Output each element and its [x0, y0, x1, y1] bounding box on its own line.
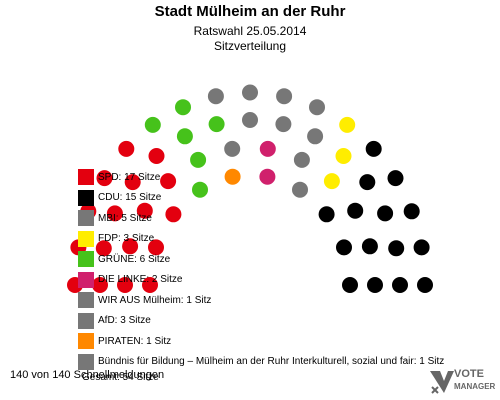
legend-swatch [78, 353, 94, 370]
seat-marker [242, 84, 258, 101]
legend-item: Bündnis für Bildung – Mülheim an der Ruh… [78, 353, 444, 371]
legend-label: MBI: 5 Sitze [98, 212, 152, 224]
seat-marker [359, 174, 376, 191]
seat-marker [339, 116, 356, 133]
legend-label: FDP: 3 Sitze [98, 233, 155, 244]
legend-item: MBI: 5 Sitze [78, 209, 152, 227]
legend-label: Bündnis für Bildung – Mülheim an der Ruh… [98, 356, 445, 367]
seat-marker [96, 170, 113, 187]
legend-item: CDU: 15 Sitze [78, 189, 161, 207]
legend-item: GRÜNE: 6 Sitze [78, 250, 170, 268]
seat-marker [242, 112, 258, 128]
seat-marker [392, 277, 408, 293]
seat-marker [347, 202, 364, 219]
seat-marker [309, 99, 325, 116]
seat-marker [365, 140, 382, 157]
seat-marker [136, 202, 153, 219]
legend-swatch [78, 333, 94, 349]
seat-marker [207, 88, 224, 105]
total-seats-label: Gesamt: 54 Sitze [82, 372, 159, 383]
legend-item: WIR AUS Mülheim: 1 Sitz [78, 291, 211, 309]
legend-swatch [78, 251, 94, 267]
seat-marker [95, 240, 112, 257]
seat-marker [190, 151, 207, 168]
seat-marker [106, 205, 123, 222]
legend-swatch [78, 292, 94, 308]
legend-item: FDP: 3 Sitze [78, 230, 154, 248]
seat-marker [292, 181, 308, 198]
seat-marker [276, 88, 293, 105]
chart-title: Stadt Mülheim an der Ruhr [154, 3, 346, 20]
seat-marker [122, 238, 139, 255]
seat-marker [224, 168, 241, 185]
seat-marker [403, 203, 420, 220]
seat-marker [275, 116, 292, 133]
seat-marker [323, 173, 340, 190]
legend-item: SPD: 17 Sitze [78, 168, 160, 186]
seat-marker [175, 99, 191, 116]
legend-swatch [78, 271, 94, 288]
logo-text-vote: VOTE [454, 368, 484, 380]
seat-marker [117, 277, 133, 293]
seat-marker [176, 128, 193, 145]
legend-item: PIRATEN: 1 Sitz [78, 332, 171, 350]
seat-marker [160, 173, 177, 190]
seat-marker [417, 277, 433, 293]
seat-marker [165, 206, 182, 223]
seat-marker [361, 238, 378, 255]
vote-manager-logo-icon [430, 371, 454, 394]
chart-caption: Sitzverteilung [213, 39, 287, 53]
seat-marker [144, 116, 161, 133]
legend-item: AfD: 3 Sitze [78, 312, 151, 330]
legend-item: DIE LINKE: 2 Sitze [78, 271, 182, 289]
seat-marker [336, 239, 352, 256]
legend-label: GRÜNE: 6 Sitze [98, 253, 171, 265]
seat-marker [377, 205, 394, 222]
seat-marker [413, 239, 430, 256]
logo-text-manager: MANAGER [454, 382, 496, 391]
legend-label: SPD: 17 Sitze [98, 171, 161, 183]
seat-marker [124, 174, 141, 191]
seat-marker [259, 140, 276, 157]
seat-marker [208, 116, 225, 133]
seat-marker [387, 170, 404, 187]
seat-marker [148, 148, 165, 164]
legend-label: DIE LINKE: 2 Sitze [98, 274, 183, 285]
seat-marker [148, 239, 164, 256]
seat-marker [259, 168, 276, 185]
legend-swatch [78, 189, 94, 206]
legend-swatch [78, 312, 94, 329]
seat-marker [342, 277, 358, 293]
legend-label: WIR AUS Mülheim: 1 Sitz [98, 294, 212, 306]
legend-label: CDU: 15 Sitze [98, 192, 162, 203]
seat-marker [92, 277, 108, 293]
seat-marker [318, 206, 335, 223]
legend-swatch [78, 230, 94, 247]
legend-label: PIRATEN: 1 Sitz [98, 335, 172, 347]
seat-marker [388, 240, 405, 257]
seat-marker [335, 148, 352, 164]
seat-marker [142, 277, 158, 293]
seat-marker [118, 140, 135, 157]
legend-swatch [78, 169, 94, 185]
legend-label: AfD: 3 Sitze [98, 315, 151, 326]
seat-marker [224, 140, 241, 157]
reporting-status: 140 von 140 Schnellmeldungen [10, 369, 165, 381]
chart-subtitle: Ratswahl 25.05.2014 [193, 24, 307, 38]
seat-marker [293, 151, 310, 168]
seat-marker [307, 128, 324, 145]
seat-marker [192, 181, 208, 198]
seat-marker [367, 277, 383, 293]
legend-swatch [78, 210, 94, 226]
